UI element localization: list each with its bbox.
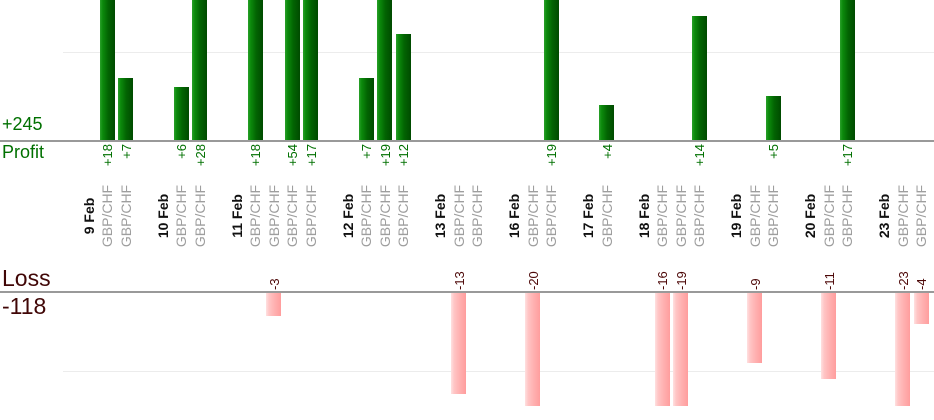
profit-axis-label: Profit xyxy=(2,142,45,162)
trade-value-label: +7 xyxy=(119,144,134,159)
loss-bar xyxy=(266,293,281,316)
trade-symbol-label: GBP/CHF xyxy=(599,184,615,248)
loss-axis-line xyxy=(0,291,934,293)
trade-symbol-label: GBP/CHF xyxy=(451,184,467,248)
loss-total-label: -118 xyxy=(2,293,47,319)
trade-value-label: +5 xyxy=(766,144,781,159)
loss-bar xyxy=(895,293,910,406)
trade-symbol-label: GBP/CHF xyxy=(839,184,855,248)
loss-bars-layer xyxy=(0,293,934,406)
trade-value-label: +7 xyxy=(359,144,374,159)
trade-symbol-label: GBP/CHF xyxy=(765,184,781,248)
trade-symbol-label: GBP/CHF xyxy=(673,184,689,248)
trade-value-label: +12 xyxy=(396,144,411,167)
trade-symbol-label: GBP/CHF xyxy=(303,184,319,248)
date-label: 17 Feb xyxy=(580,193,596,239)
trade-symbol-label: GBP/CHF xyxy=(118,184,134,248)
trade-value-label: -4 xyxy=(914,278,929,290)
trade-symbol-label: GBP/CHF xyxy=(913,184,929,248)
trade-value-label: +17 xyxy=(840,144,855,167)
date-label: 13 Feb xyxy=(432,193,448,239)
trade-value-label: +28 xyxy=(193,144,208,167)
trade-symbol-label: GBP/CHF xyxy=(821,184,837,248)
date-label: 10 Feb xyxy=(155,193,171,239)
profit-bar xyxy=(100,0,115,140)
profit-bar xyxy=(766,96,781,140)
loss-bar xyxy=(673,293,688,406)
profit-bar xyxy=(174,87,189,140)
trade-value-label: +19 xyxy=(378,144,393,167)
trade-value-label: +14 xyxy=(692,144,707,167)
profit-bar xyxy=(544,0,559,140)
trade-symbol-label: GBP/CHF xyxy=(654,184,670,248)
trade-value-label: -16 xyxy=(655,271,670,290)
profit-bar xyxy=(599,105,614,140)
trade-symbol-label: GBP/CHF xyxy=(99,184,115,248)
trade-value-label: +18 xyxy=(248,144,263,167)
trade-symbol-label: GBP/CHF xyxy=(691,184,707,248)
trade-symbol-label: GBP/CHF xyxy=(173,184,189,248)
trade-symbol-label: GBP/CHF xyxy=(395,184,411,248)
date-label: 20 Feb xyxy=(802,193,818,239)
trade-symbol-label: GBP/CHF xyxy=(377,184,393,248)
trade-value-label: +4 xyxy=(600,144,615,159)
trade-symbol-label: GBP/CHF xyxy=(895,184,911,248)
loss-bar xyxy=(747,293,762,363)
trade-symbol-label: GBP/CHF xyxy=(247,184,263,248)
trade-value-label: -20 xyxy=(526,271,541,290)
trade-symbol-label: GBP/CHF xyxy=(747,184,763,248)
profit-total-label: +245 xyxy=(2,114,43,134)
trade-value-label: +54 xyxy=(285,144,300,167)
trade-value-label: -9 xyxy=(748,278,763,290)
trade-value-label: -3 xyxy=(267,278,282,290)
profit-bars-layer xyxy=(0,0,934,140)
profit-bar xyxy=(285,0,300,140)
profit-bar xyxy=(303,0,318,140)
trade-value-label: -11 xyxy=(822,272,837,290)
trade-value-label: -23 xyxy=(896,271,911,290)
trade-symbol-label: GBP/CHF xyxy=(469,184,485,248)
trade-value-label: +19 xyxy=(544,144,559,167)
trade-symbol-label: GBP/CHF xyxy=(525,184,541,248)
profit-gridline xyxy=(63,52,934,53)
profit-axis-line xyxy=(0,140,934,142)
profit-bar xyxy=(692,16,707,140)
profit-bar xyxy=(118,78,133,140)
profit-bar xyxy=(359,78,374,140)
loss-bar xyxy=(655,293,670,406)
loss-axis-label: Loss xyxy=(2,265,51,291)
trade-value-label: -13 xyxy=(452,271,467,290)
date-label: 23 Feb xyxy=(876,193,892,239)
date-label: 18 Feb xyxy=(636,193,652,239)
trade-value-label: +18 xyxy=(100,144,115,167)
profit-bar xyxy=(840,0,855,140)
date-label: 16 Feb xyxy=(506,193,522,239)
loss-bar xyxy=(525,293,540,406)
trade-symbol-label: GBP/CHF xyxy=(543,184,559,248)
loss-gridline xyxy=(63,371,934,372)
date-label: 11 Feb xyxy=(229,194,245,238)
trade-value-label: +6 xyxy=(174,144,189,159)
loss-bar xyxy=(821,293,836,379)
loss-bar xyxy=(914,293,929,324)
profit-bar xyxy=(396,34,411,140)
profit-bar xyxy=(248,0,263,140)
trade-symbol-label: GBP/CHF xyxy=(358,184,374,248)
date-label: 12 Feb xyxy=(340,193,356,239)
loss-bar xyxy=(451,293,466,394)
trade-value-label: +17 xyxy=(304,144,319,167)
trade-value-label: -19 xyxy=(674,271,689,290)
trade-symbol-label: GBP/CHF xyxy=(284,184,300,248)
trade-symbol-label: GBP/CHF xyxy=(192,184,208,248)
date-label: 9 Feb xyxy=(81,197,97,235)
date-label: 19 Feb xyxy=(728,193,744,239)
profit-bar xyxy=(377,0,392,140)
profit-bar xyxy=(192,0,207,140)
trade-symbol-label: GBP/CHF xyxy=(266,184,282,248)
